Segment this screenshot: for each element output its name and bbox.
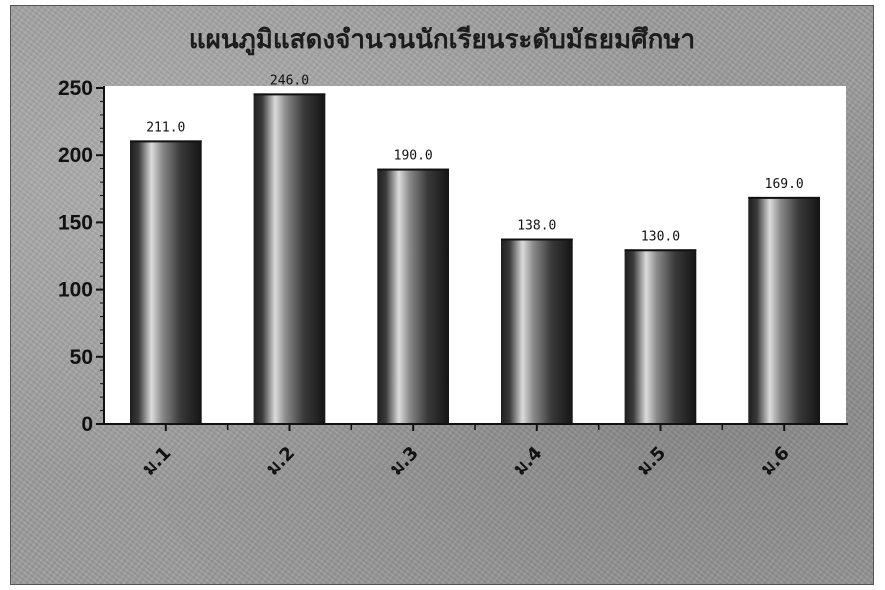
bar-cap-3 <box>377 168 449 171</box>
data-label: 211.0 <box>146 120 185 135</box>
chart-title: แผนภูมิแสดงจำนวนนักเรียนระดับมัธยมศึกษา <box>189 25 695 56</box>
y-tick-label: 150 <box>58 211 93 234</box>
x-tick-label: ม.4 <box>509 443 546 480</box>
bar-1 <box>130 140 202 424</box>
y-tick-label: 0 <box>81 413 93 436</box>
bar-cap-2 <box>253 93 326 96</box>
bar-cap-5 <box>624 249 697 252</box>
bars-group <box>130 93 820 425</box>
bar-4 <box>501 238 573 424</box>
data-label: 169.0 <box>765 177 804 192</box>
chart-frame: แผนภูมิแสดงจำนวนนักเรียนระดับมัธยมศึกษา … <box>10 5 874 585</box>
plot-area <box>104 86 846 424</box>
bar-5 <box>624 249 697 424</box>
data-label: 138.0 <box>517 219 556 234</box>
bar-chart: แผนภูมิแสดงจำนวนนักเรียนระดับมัธยมศึกษา … <box>58 25 848 480</box>
data-label: 130.0 <box>641 229 680 244</box>
y-axis: 0 50 100 150 200 250 <box>58 77 105 436</box>
bar-6 <box>748 196 820 424</box>
bar-cap-6 <box>748 196 820 199</box>
x-tick-label: ม.2 <box>262 443 299 480</box>
data-label: 190.0 <box>394 149 433 164</box>
x-tick-label: ม.6 <box>757 443 794 480</box>
x-tick-label: ม.5 <box>633 443 670 480</box>
bar-3 <box>377 168 449 424</box>
x-tick-label: ม.1 <box>138 443 175 480</box>
data-labels-group: 211.0 246.0 190.0 138.0 130.0 169.0 <box>146 73 804 244</box>
y-tick-label: 250 <box>58 77 93 100</box>
y-tick-label: 200 <box>58 144 93 167</box>
data-label: 246.0 <box>270 73 309 88</box>
x-axis: ม.1 ม.2 ม.3 ม.4 ม.5 ม.6 <box>104 423 848 480</box>
bar-2 <box>253 93 326 425</box>
y-tick-label: 100 <box>58 279 93 302</box>
y-tick-label: 50 <box>70 346 93 369</box>
bar-cap-1 <box>130 140 202 143</box>
bar-cap-4 <box>501 238 573 241</box>
x-tick-label: ม.3 <box>386 443 423 480</box>
